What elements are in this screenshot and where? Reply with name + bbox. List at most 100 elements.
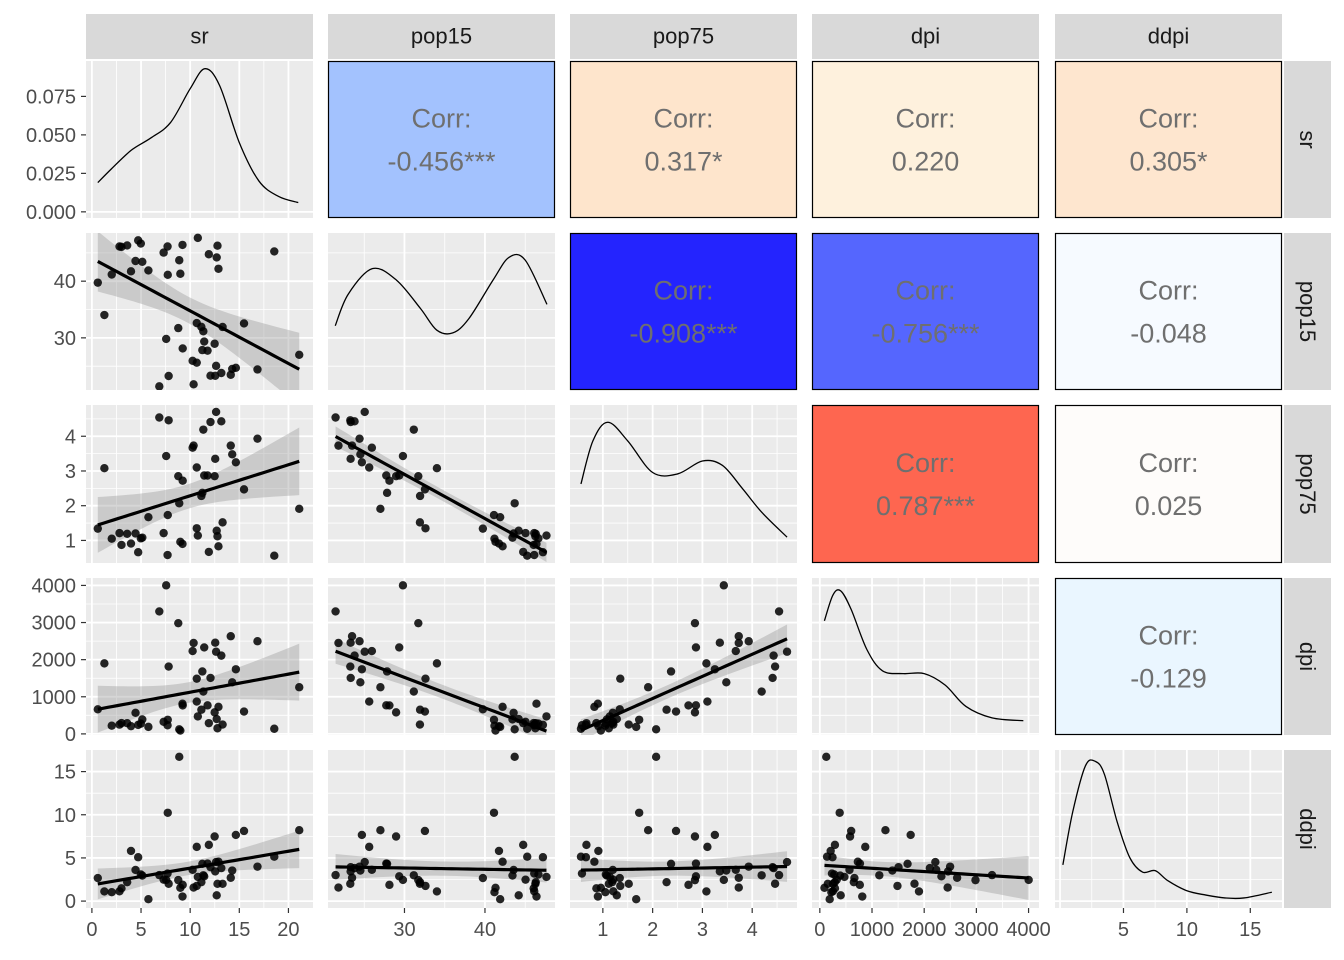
data-point xyxy=(331,413,340,422)
corr-tile xyxy=(569,60,798,219)
data-point xyxy=(107,270,116,279)
x-tick-label: 3 xyxy=(697,919,708,941)
data-point xyxy=(253,637,262,646)
panel-ddpi-pop75 xyxy=(570,750,797,908)
data-point xyxy=(690,875,700,885)
data-point xyxy=(710,830,720,840)
data-point xyxy=(189,638,198,648)
data-point xyxy=(420,826,430,836)
data-point xyxy=(346,638,355,647)
data-point xyxy=(616,674,625,683)
data-point xyxy=(691,643,701,652)
data-point xyxy=(827,869,837,878)
x-axis-dpi: 0 1000 2000 3000 4000 xyxy=(814,908,1051,941)
data-point xyxy=(845,832,855,841)
data-point xyxy=(822,752,831,762)
data-point xyxy=(382,859,391,868)
column-strip-ddpi: ddpi xyxy=(1055,14,1282,59)
data-point xyxy=(385,701,394,710)
y-tick-label: 40 xyxy=(54,271,76,293)
data-point xyxy=(376,504,385,514)
data-point xyxy=(200,643,209,652)
data-point xyxy=(498,857,507,866)
data-point xyxy=(855,859,865,868)
data-point xyxy=(593,699,603,708)
corr-value: 0.025 xyxy=(1135,491,1203,521)
data-point xyxy=(514,891,523,900)
x-tick-label: 3000 xyxy=(954,919,999,941)
regression-line xyxy=(334,649,548,733)
data-point xyxy=(239,826,249,836)
data-point xyxy=(768,673,777,683)
data-point xyxy=(432,887,442,896)
data-point xyxy=(133,548,143,557)
data-point xyxy=(210,339,219,348)
panel-background xyxy=(570,750,797,908)
data-point xyxy=(632,894,641,904)
scatter-layer xyxy=(331,581,551,735)
panel-dpi-pop15 xyxy=(328,578,555,735)
data-point xyxy=(133,720,143,730)
y-tick-label: 0 xyxy=(65,724,76,746)
data-point xyxy=(295,683,304,692)
data-point xyxy=(131,865,140,875)
data-point xyxy=(398,581,408,590)
data-point xyxy=(398,451,408,461)
regression-line xyxy=(97,847,300,886)
data-point xyxy=(159,528,168,538)
corr-panel-pop75-dpi: Corr: 0.787*** xyxy=(811,404,1040,564)
data-point xyxy=(734,883,743,892)
data-point xyxy=(601,888,610,897)
data-point xyxy=(643,826,653,835)
corr-panel-sr-pop15: Corr: -0.456*** xyxy=(327,60,556,219)
data-point xyxy=(609,720,618,729)
strip-background xyxy=(1284,61,1331,218)
y-tick-label: 0.075 xyxy=(26,86,76,108)
data-point xyxy=(192,524,201,533)
data-point xyxy=(414,471,423,481)
panel-background xyxy=(328,233,555,390)
data-point xyxy=(367,443,377,452)
data-point xyxy=(178,892,187,901)
data-point xyxy=(590,857,599,866)
scatter-layer xyxy=(331,752,551,904)
data-point xyxy=(391,832,401,841)
y-axis-dpi: 0 1000 2000 3000 4000 xyxy=(32,575,86,746)
strip-background xyxy=(86,14,313,59)
row-strip-pop75: pop75 xyxy=(1284,405,1331,563)
data-point xyxy=(782,647,792,656)
corr-value: 0.220 xyxy=(892,147,960,177)
strip-label: dpi xyxy=(1295,642,1320,671)
data-point xyxy=(415,491,425,501)
corr-label: Corr: xyxy=(896,276,956,306)
data-point xyxy=(421,524,430,533)
data-point xyxy=(478,873,488,883)
data-point xyxy=(523,852,532,861)
scatter-layer xyxy=(576,581,792,735)
corr-tile xyxy=(811,232,1040,391)
data-point xyxy=(609,887,618,896)
data-point xyxy=(131,529,140,538)
x-tick-label: 4 xyxy=(747,919,758,941)
data-point xyxy=(210,708,219,717)
panel-background xyxy=(1055,750,1282,908)
data-point xyxy=(398,875,408,885)
corr-panel-pop15-pop75: Corr: -0.908*** xyxy=(569,232,798,391)
strip-label: sr xyxy=(1295,130,1320,148)
data-point xyxy=(357,458,367,467)
data-point xyxy=(210,832,219,841)
data-point xyxy=(346,673,355,683)
panel-pop15-pop15 xyxy=(328,233,555,390)
corr-label: Corr: xyxy=(896,448,956,478)
corr-value: -0.129 xyxy=(1130,664,1207,694)
panel-dpi-dpi xyxy=(812,578,1039,735)
corr-tile xyxy=(1054,232,1283,391)
data-point xyxy=(188,356,197,366)
data-point xyxy=(881,826,890,835)
x-tick-label: 10 xyxy=(1176,919,1198,941)
panel-background xyxy=(570,405,797,563)
data-point xyxy=(211,454,220,464)
data-point xyxy=(295,504,304,514)
data-point xyxy=(163,715,172,724)
data-point xyxy=(226,370,235,379)
